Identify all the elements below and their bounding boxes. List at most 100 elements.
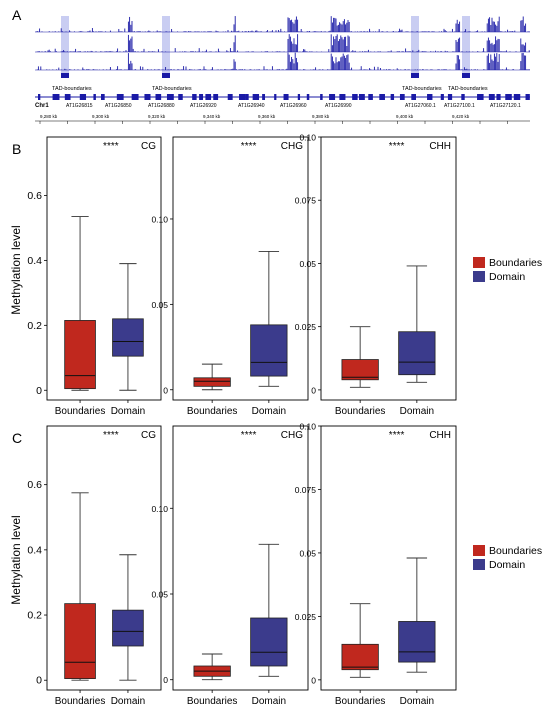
gene-exon [513, 94, 521, 100]
tad-boundaries-label: TAD-boundaries [52, 86, 92, 92]
gene-exon [192, 94, 197, 100]
plot-frame [46, 425, 162, 691]
legend-label-domain: Domain [489, 559, 525, 571]
significance-stars: **** [389, 430, 405, 441]
legend-swatch-boundaries [473, 545, 485, 556]
x-tick-label: Domain [252, 696, 286, 707]
signal-tracks [35, 16, 530, 78]
gene-exon [283, 94, 289, 100]
y-tick-label: 0.4 [27, 255, 42, 267]
plot-frame [320, 136, 457, 401]
coordinate-label: 9,340 kb [203, 114, 221, 119]
y-tick-label: 0.10 [151, 504, 168, 514]
y-tick-label: 0 [311, 675, 316, 685]
plot-frame [172, 425, 309, 691]
gene-exon [390, 94, 395, 100]
gene-exon [525, 94, 530, 100]
y-tick-label: 0.075 [295, 196, 317, 206]
gene-label: AT1G26880 [148, 103, 175, 109]
coordinate-label: 9,280 kb [40, 114, 58, 119]
x-tick-label: Domain [111, 696, 145, 707]
gene-exon [352, 94, 358, 100]
plot-panel-c-cg: 0 0.2 0.4 0.6 Boundaries Domain **** CG [27, 425, 162, 707]
gene-exon [199, 94, 204, 100]
gene-label: AT1G26990 [325, 103, 352, 109]
significance-stars: **** [103, 141, 119, 152]
gene-exon [166, 94, 174, 100]
y-tick-label: 0 [36, 675, 42, 687]
significance-stars: **** [103, 430, 119, 441]
context-label: CG [141, 141, 156, 152]
y-tick-label: 0.025 [295, 322, 317, 332]
gene-label: AT1G27060.1 [405, 103, 436, 109]
context-label: CHH [429, 430, 451, 441]
x-tick-label: Boundaries [335, 696, 386, 707]
gene-exon [38, 94, 41, 100]
box-boundaries [193, 377, 231, 387]
plot-panel-c-chh: 0 0.025 0.05 0.075 0.10 Boundaries Domain **** C… [295, 422, 457, 707]
box-domain [250, 324, 288, 377]
plot-frame [320, 425, 457, 691]
tad-boundaries-label: TAD-boundaries [152, 86, 192, 92]
legend: Boundaries Domain [473, 257, 542, 283]
box-domain [112, 609, 144, 647]
box-domain [250, 617, 288, 667]
gene-exon [93, 94, 96, 100]
coordinate-label: 9,360 kb [258, 114, 276, 119]
gene-exon [227, 94, 233, 100]
gene-label: AT1G27120.1 [490, 103, 521, 109]
box-domain [398, 331, 436, 376]
coordinate-label: 9,420 kb [452, 114, 470, 119]
plot-panel-b-cg: 0 0.2 0.4 0.6 Boundaries Domain **** CG [27, 136, 162, 417]
genome-browser: TAD-boundaries TAD-boundaries TAD-bounda… [35, 16, 530, 124]
x-tick-label: Domain [111, 406, 145, 417]
gene-exon [155, 94, 162, 100]
legend-label-domain: Domain [489, 271, 525, 283]
y-tick-label: 0 [311, 385, 316, 395]
x-tick-label: Boundaries [335, 406, 386, 417]
panel-label-b: B [12, 141, 21, 157]
x-tick-label: Boundaries [187, 696, 238, 707]
tad-boundary-mark [61, 73, 69, 78]
box-domain [112, 318, 144, 357]
y-tick-label: 0.10 [151, 214, 168, 224]
gene-exon [245, 94, 249, 100]
panel-label-c: C [12, 430, 22, 446]
y-tick-label: 0.075 [295, 485, 317, 495]
y-tick-label: 0 [36, 385, 42, 397]
gene-exon [358, 94, 365, 100]
plot-panel-c-chg: 0 0.05 0.10 Boundaries Domain **** CHG [151, 425, 309, 707]
y-tick-label: 0.05 [299, 259, 316, 269]
gene-track [35, 94, 530, 100]
gene-exon [379, 94, 385, 100]
gene-exon [329, 94, 336, 100]
legend: Boundaries Domain [473, 545, 542, 571]
gene-exon [496, 94, 501, 100]
tad-boundaries-label: TAD-boundaries [402, 86, 442, 92]
gene-label: AT1G26960 [280, 103, 307, 109]
x-tick-label: Domain [400, 696, 434, 707]
x-tick-label: Domain [252, 406, 286, 417]
gene-label: AT1G26815 [66, 103, 93, 109]
coordinate-label: 9,320 kb [148, 114, 166, 119]
coordinate-label: 9,300 kb [92, 114, 110, 119]
significance-stars: **** [241, 430, 257, 441]
gene-exon [178, 94, 183, 100]
gene-exon [100, 94, 105, 100]
context-label: CG [141, 430, 156, 441]
y-tick-label: 0.05 [151, 300, 168, 310]
gene-exon [447, 94, 453, 100]
y-tick-label: 0 [163, 385, 168, 395]
tad-boundary-mark [411, 73, 419, 78]
plot-panel-b-chg: 0 0.05 0.10 Boundaries Domain **** CHG [151, 136, 309, 417]
gene-exon [488, 94, 495, 100]
coordinate-ticks [39, 121, 508, 124]
tad-highlight [61, 16, 69, 78]
legend-label-boundaries: Boundaries [489, 545, 542, 557]
gene-label: AT1G26940 [238, 103, 265, 109]
gene-label: AT1G26850 [105, 103, 132, 109]
gene-exon [252, 94, 260, 100]
tad-boundary-mark [162, 73, 170, 78]
y-tick-label: 0.025 [295, 612, 317, 622]
gene-exon [339, 94, 346, 100]
